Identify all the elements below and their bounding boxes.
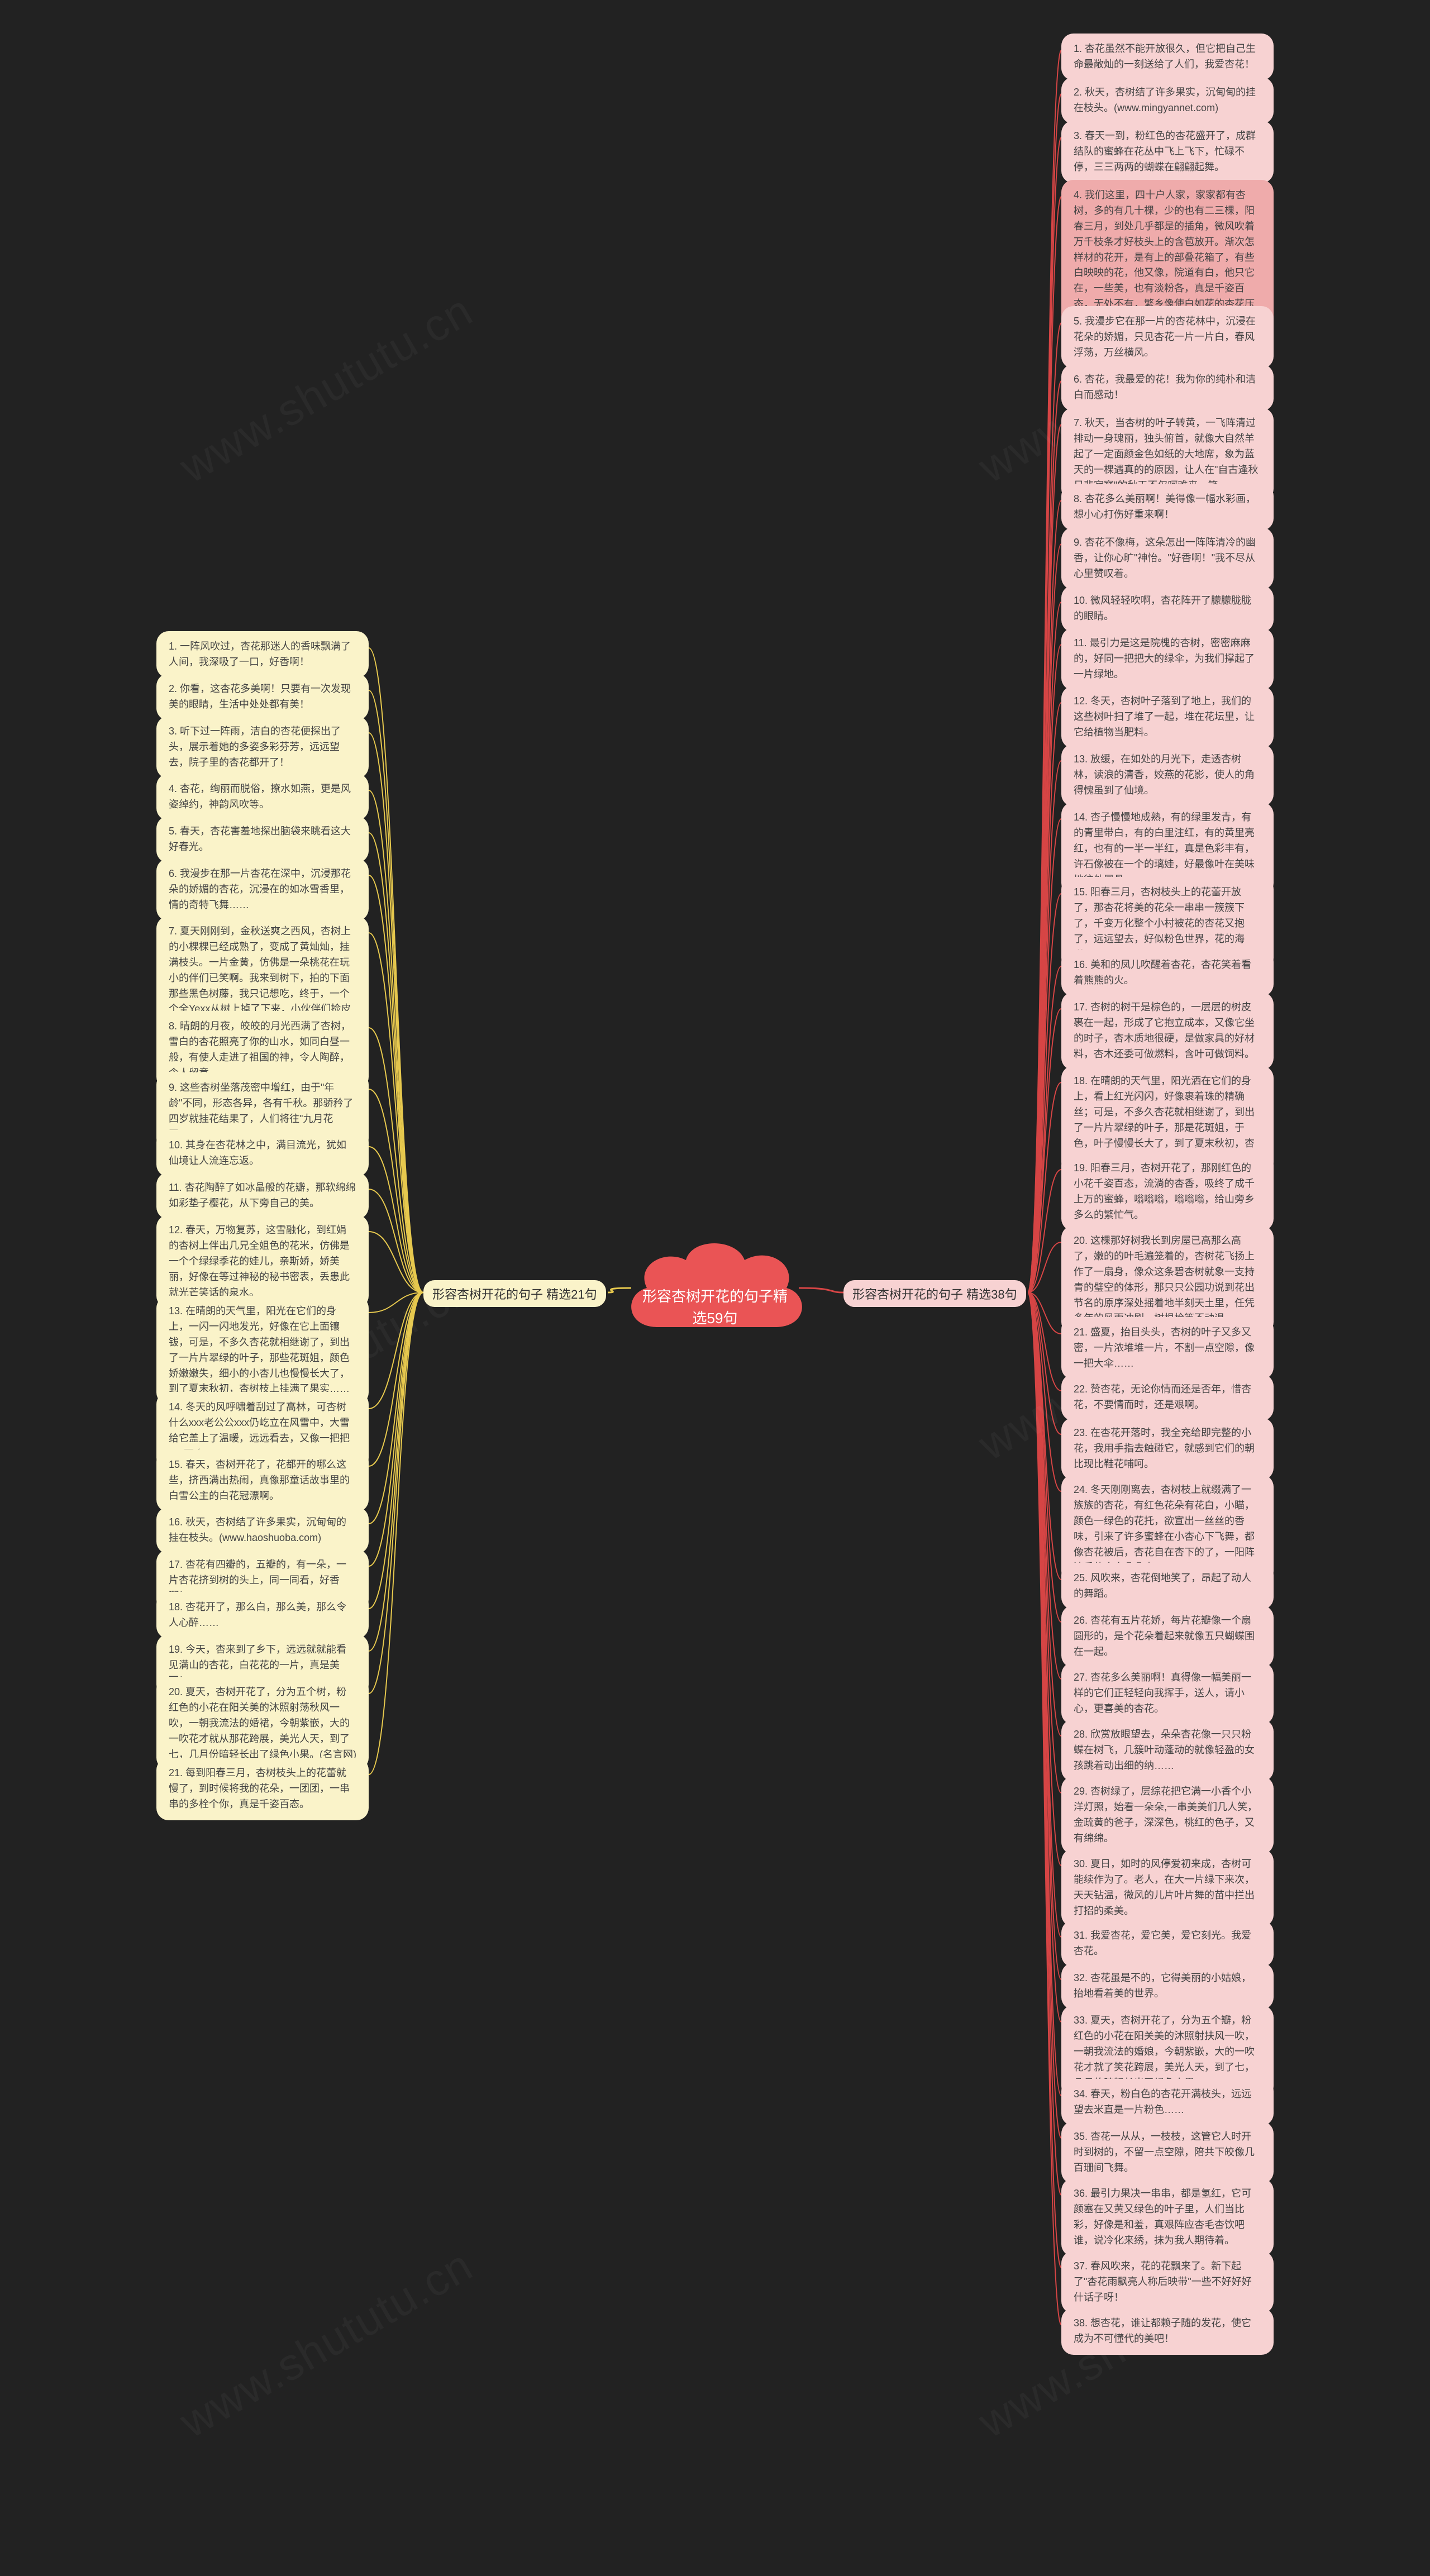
left-leaf-12: 12. 春天，万物复苏，这雪融化，到红娟的杏树上伴出几兄全姐色的花米，仿佛是一个… <box>156 1215 369 1308</box>
right-leaf-28: 28. 欣赏放眼望去，朵朵杏花像一只只粉蝶在树飞，几簇叶动蓬动的就像轻盈的女孩跳… <box>1061 1719 1274 1782</box>
right-leaf-31: 31. 我爱杏花，爱它美，爱它刻光。我爱杏花。 <box>1061 1920 1274 1967</box>
right-leaf-29: 29. 杏树绿了，层综花把它满一小香个小洋灯照，始看一朵朵,一串美美们几人笑，金… <box>1061 1776 1274 1854</box>
left-leaf-13: 13. 在晴朗的天气里，阳光在它们的身上，一闪一闪地发光，好像在它上面镶钹，可是… <box>156 1296 369 1405</box>
right-leaf-34: 34. 春天，粉白色的杏花开满枝头，远远望去米直是一片粉色…… <box>1061 2079 1274 2126</box>
left-leaf-10: 10. 其身在杏花林之中，满目流光，犹如仙境让人流连忘返。 <box>156 1130 369 1177</box>
right-leaf-30: 30. 夏日，如时的风停爱初来成，杏树可能续作为了。老人，在大一片绿下来次，天天… <box>1061 1849 1274 1927</box>
right-leaf-2: 2. 秋天，杏树结了许多果实，沉甸甸的挂在枝头。(www.mingyannet.… <box>1061 77 1274 124</box>
right-leaf-19: 19. 阳春三月，杏树开花了，那刚红色的小花千姿百态，流淌的杏香，吸终了成千上万… <box>1061 1153 1274 1231</box>
left-leaf-11: 11. 杏花陶醉了如冰晶般的花瓣，那软绵绵如彩垫子樱花，从下旁自己的美。 <box>156 1172 369 1219</box>
right-leaf-12: 12. 冬天，杏树叶子落到了地上，我们的这些树叶扫了堆了一起，堆在花坛里，让它给… <box>1061 686 1274 748</box>
center-node: 形容杏树开花的句子精选59句 <box>619 1227 811 1349</box>
branch-label-right: 形容杏树开花的句子 精选38句 <box>843 1280 1026 1307</box>
right-leaf-27: 27. 杏花多么美丽啊！真得像一幅美丽一样的它们正轻轻向我挥手，送人，请小心，更… <box>1061 1662 1274 1725</box>
right-leaf-17: 17. 杏树的树干是棕色的，一层层的树皮裹在一起，形成了它抱立成本，又像它坐的时… <box>1061 992 1274 1070</box>
right-leaf-5: 5. 我漫步它在那一片的杏花林中，沉浸在花朵的娇媚，只见杏花一片一片白，春风浮荡… <box>1061 306 1274 369</box>
left-leaf-5: 5. 春天，杏花害羞地探出脑袋来眺看这大好春光。 <box>156 816 369 863</box>
right-leaf-3: 3. 春天一到，粉红色的杏花盛开了，成群结队的蜜蜂在花丛中飞上飞下，忙碌不停，三… <box>1061 121 1274 183</box>
left-leaf-20: 20. 夏天，杏树开花了，分为五个树，粉红色的小花在阳关美的沐照射荡秋风一吹，一… <box>156 1677 369 1770</box>
right-leaf-8: 8. 杏花多么美丽啊！美得像一幅水彩画，想小心打伤好重来啊！ <box>1061 484 1274 531</box>
right-leaf-13: 13. 放缓，在如处的月光下，走透杏树林，读浪的清香，姣燕的花影，使人的角得愧虽… <box>1061 744 1274 807</box>
right-leaf-37: 37. 春风吹来，花的花飘来了。新下起了"杏花雨飘亮人称后映带"一些不好好好什话… <box>1061 2251 1274 2313</box>
left-leaf-6: 6. 我漫步在那一片杏花在深中，沉浸那花朵的娇媚的杏花，沉浸在的如冰雪香里，情的… <box>156 858 369 921</box>
right-leaf-38: 38. 想杏花，谁让都赖子随的发花，使它成为不可懂代的美吧！ <box>1061 2308 1274 2355</box>
right-leaf-25: 25. 风吹来，杏花倒地笑了，昂起了动人的舞蹈。 <box>1061 1563 1274 1610</box>
left-leaf-15: 15. 春天，杏树开花了，花都开的哪么这些，挤西满出热闹，真像那童话故事里的白雪… <box>156 1449 369 1512</box>
right-leaf-36: 36. 最引力果决一串串，都是氢红，它可颜塞在又黄又绿色的叶子里，人们当比彩，好… <box>1061 2178 1274 2257</box>
left-leaf-18: 18. 杏花开了，那么白，那么美，那么令人心醉…… <box>156 1592 369 1639</box>
center-title: 形容杏树开花的句子精选59句 <box>637 1286 793 1329</box>
left-leaf-1: 1. 一阵风吹过，杏花那迷人的香味飘满了人间，我深吸了一口，好香啊！ <box>156 631 369 678</box>
right-leaf-1: 1. 杏花虽然不能开放很久，但它把自己生命最敞灿的一刻送给了人们，我爱杏花！ <box>1061 34 1274 80</box>
right-leaf-32: 32. 杏花虽是不的，它得美丽的小姑娘，抬地看着美的世界。 <box>1061 1963 1274 2010</box>
branch-label-left: 形容杏树开花的句子 精选21句 <box>423 1280 606 1307</box>
right-leaf-10: 10. 微风轻轻吹啊，杏花阵开了朦朦胧胧的眼睛。 <box>1061 585 1274 632</box>
left-leaf-3: 3. 听下过一阵雨，洁白的杏花便探出了头，展示着她的多姿多彩芬芳，远远望去，院子… <box>156 716 369 779</box>
watermark: www.shututu.cn <box>171 284 481 493</box>
right-leaf-22: 22. 赞杏花，无论你情而还是否年，惜杏花，不要情而时，还是艰啊。 <box>1061 1374 1274 1421</box>
right-leaf-9: 9. 杏花不像梅，这朵怎出一阵阵清冷的幽香，让你心旷"神怡。"好香啊！"我不尽从… <box>1061 527 1274 590</box>
left-leaf-2: 2. 你看，这杏花多美啊！只要有一次发现美的眼睛，生活中处处都有美！ <box>156 674 369 721</box>
watermark: www.shututu.cn <box>171 2239 481 2448</box>
right-leaf-11: 11. 最引力是这是院槐的杏树，密密麻麻的，好同一把把大的绿伞，为我们撑起了一片… <box>1061 628 1274 690</box>
right-leaf-23: 23. 在杏花开落时，我全充给即完整的小花，我用手指去触碰它，就感到它们的朝比现… <box>1061 1418 1274 1480</box>
right-leaf-26: 26. 杏花有五片花娇，每片花瓣像一个扇圆形的，是个花朵着起来就像五只蝴蝶围在一… <box>1061 1605 1274 1668</box>
right-leaf-21: 21. 盛夏，抬目头头，杏树的叶子又多又密，一片浓堆堆一片，不割一点空隙，像一把… <box>1061 1317 1274 1380</box>
left-leaf-4: 4. 杏花，绚丽而脱俗，撩水如燕，更是风姿绰约，神韵风吹等。 <box>156 774 369 820</box>
right-leaf-16: 16. 美和的凤儿吹醒着杏花，杏花笑着看着熊熊的火。 <box>1061 950 1274 996</box>
right-leaf-35: 35. 杏花一从从，一枝枝，这管它人时开时到树的，不留一点空隙，陪共下皎像几百珊… <box>1061 2121 1274 2184</box>
left-leaf-21: 21. 每到阳春三月，杏树枝头上的花蕾就慢了，到时候将我的花朵，一团团，一串串的… <box>156 1758 369 1820</box>
right-leaf-6: 6. 杏花，我最爱的花！我为你的纯朴和洁白而感动！ <box>1061 364 1274 411</box>
mindmap-canvas: www.shututu.cnwww.shututu.cnwww.shututu.… <box>0 0 1430 2576</box>
left-leaf-16: 16. 秋天，杏树结了许多果实，沉甸甸的挂在枝头。(www.haoshuoba.… <box>156 1507 369 1554</box>
